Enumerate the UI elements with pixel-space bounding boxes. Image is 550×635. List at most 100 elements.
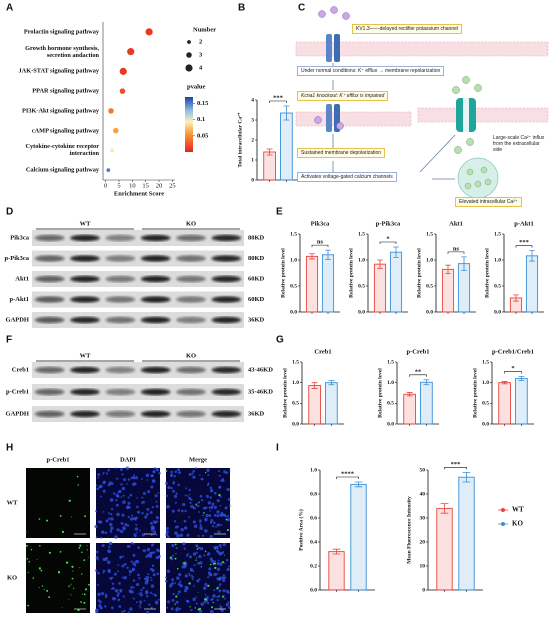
nucleus (145, 590, 149, 595)
nucleus (110, 587, 113, 590)
blot-band (105, 296, 136, 303)
nucleus (199, 519, 202, 522)
scale-label: 100μm (216, 604, 225, 608)
signal (217, 547, 219, 549)
nucleus (222, 543, 226, 547)
nucleus (218, 485, 222, 489)
nucleus (102, 511, 105, 513)
nucleus (130, 476, 133, 480)
blot-band (70, 316, 100, 324)
nucleus (183, 589, 188, 593)
y-tick-label: 0.6 (310, 515, 317, 521)
y-tick-label: 10 (420, 563, 426, 569)
nucleus (220, 523, 223, 526)
blot-band (176, 296, 206, 303)
nucleus (207, 571, 211, 575)
y-tick-label: 0.4 (310, 539, 317, 545)
nucleus (155, 556, 159, 560)
blot-band (176, 388, 206, 396)
error-bar (513, 294, 519, 302)
nucleus (188, 472, 192, 476)
signal (225, 518, 228, 521)
signal (79, 567, 81, 569)
nucleus (120, 529, 124, 534)
x-tick-label: 10 (129, 182, 136, 189)
nucleus (195, 551, 198, 554)
signal (189, 493, 191, 495)
nucleus (152, 593, 154, 595)
nucleus (131, 514, 134, 517)
nucleus (151, 505, 154, 509)
nucleus (172, 489, 176, 493)
nucleus (180, 528, 184, 532)
nucleus (155, 533, 158, 536)
signal (88, 556, 90, 558)
signal (44, 588, 46, 590)
nucleus (191, 574, 193, 577)
y-tick-label: 1.5 (292, 359, 299, 365)
nucleus (227, 515, 230, 518)
nucleus (218, 543, 222, 547)
nucleus (124, 562, 127, 566)
nucleus (149, 554, 153, 558)
nucleus (144, 515, 148, 519)
signal (174, 543, 177, 546)
nucleus (127, 496, 130, 499)
nucleus (123, 609, 126, 613)
signal (27, 571, 29, 573)
nucleus (167, 535, 170, 539)
nucleus (192, 552, 197, 556)
nucleus (95, 556, 99, 560)
signal (71, 565, 74, 568)
nucleus (178, 607, 182, 611)
nucleus (132, 516, 137, 521)
signal (175, 553, 177, 555)
nucleus (227, 606, 231, 609)
nucleus (221, 479, 225, 483)
blot-band (105, 410, 136, 418)
chart-title: Akt1 (449, 220, 463, 227)
blot-strip (32, 230, 244, 246)
blot-band (211, 316, 242, 324)
nucleus (149, 591, 152, 594)
nucleus (207, 482, 210, 485)
nucleus (216, 598, 219, 602)
size-legend-label: 4 (199, 64, 203, 71)
y-tick-label: 50 (420, 467, 426, 473)
y-tick-label: 1.5 (387, 359, 394, 365)
significance-label: *** (451, 461, 461, 468)
nucleus (102, 557, 106, 562)
nucleus (107, 560, 111, 565)
nucleus (227, 565, 230, 568)
nucleus (206, 484, 209, 487)
signal (214, 547, 216, 549)
nucleus (218, 474, 221, 477)
row-label: p-Pik3ca (4, 255, 29, 262)
nucleus (102, 489, 106, 493)
error-bar (393, 246, 399, 258)
nucleus (153, 593, 157, 597)
nucleus (184, 494, 187, 497)
nucleus (175, 492, 178, 495)
nucleus (132, 561, 136, 566)
nucleus (198, 578, 201, 581)
nucleus (130, 585, 134, 589)
nucleus (152, 573, 156, 577)
significance-label: * (386, 235, 389, 242)
signal (223, 554, 225, 556)
nucleus (122, 527, 126, 531)
blot-band (211, 234, 242, 242)
nucleus (107, 549, 111, 553)
ca-ion (452, 86, 460, 94)
size-legend-label: 2 (199, 38, 202, 45)
blot-band (105, 316, 136, 324)
bar (350, 483, 367, 591)
nucleus (198, 511, 200, 513)
nucleus (156, 516, 159, 520)
nucleus (225, 515, 227, 518)
signal (196, 557, 198, 559)
signal (204, 550, 207, 553)
nucleus (185, 587, 189, 590)
nucleus (133, 542, 135, 545)
nucleus (171, 578, 175, 582)
